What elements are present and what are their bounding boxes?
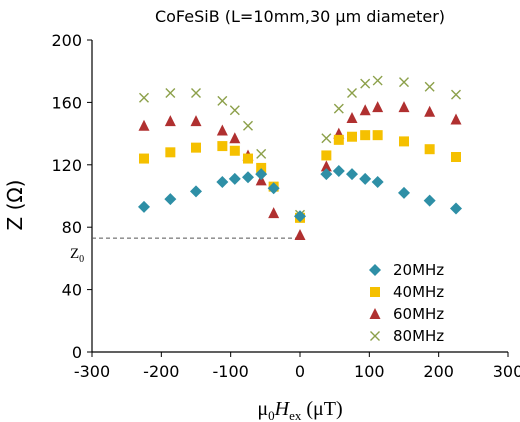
- y-axis-label: Z (Ω): [3, 180, 27, 231]
- data-point-20mhz: [164, 193, 177, 206]
- legend-label-20mhz: 20MHz: [393, 261, 444, 279]
- data-point-20mhz: [450, 202, 462, 215]
- legend-marker-20mhz: [369, 264, 381, 276]
- data-point-80mhz: [372, 75, 383, 86]
- data-point-60mhz: [359, 104, 371, 116]
- data-point-80mhz: [360, 78, 371, 89]
- data-point-20mhz: [359, 172, 372, 185]
- data-point-20mhz: [294, 210, 306, 223]
- y-tick-label: 200: [51, 31, 82, 50]
- data-point-80mhz: [333, 103, 344, 114]
- x-tick-label: -100: [213, 362, 249, 381]
- data-point-40mhz: [243, 153, 253, 164]
- legend: 20MHz 40MHz 60MHz 80MHz: [369, 261, 444, 345]
- legend-label-80mhz: 80MHz: [393, 327, 444, 345]
- data-point-80mhz: [139, 92, 149, 103]
- x-tick-label: -200: [143, 362, 179, 381]
- chart-title: CoFeSiB (L=10mm,30 μm diameter): [155, 7, 445, 26]
- x-axis-label-subex: ex: [289, 408, 302, 422]
- data-point-80mhz: [243, 120, 253, 131]
- data-point-40mhz: [217, 141, 228, 152]
- x-axis-label-unit: (μT): [301, 398, 342, 420]
- data-point-40mhz: [399, 136, 409, 147]
- x-tick-label: 300: [493, 362, 520, 381]
- data-point-20mhz: [190, 185, 202, 198]
- z0-label: Z0: [70, 246, 84, 265]
- x-axis-label-h: H: [274, 398, 291, 420]
- data-point-40mhz: [321, 150, 332, 161]
- data-point-20mhz: [320, 168, 333, 181]
- data-point-60mhz: [372, 101, 384, 113]
- data-point-60mhz: [138, 119, 150, 131]
- data-point-40mhz: [451, 152, 461, 162]
- data-point-40mhz: [360, 130, 371, 141]
- x-axis-label: μ0Hex (μT): [257, 398, 342, 422]
- y-tick-label: 80: [62, 218, 82, 237]
- data-point-80mhz: [399, 77, 409, 88]
- data-point-20mhz: [138, 200, 150, 213]
- data-point-80mhz: [191, 88, 201, 99]
- x-tick-label: 0: [295, 362, 305, 381]
- data-point-60mhz: [320, 160, 332, 172]
- data-point-20mhz: [228, 172, 241, 185]
- data-point-20mhz: [242, 171, 254, 184]
- legend-marker-60mhz: [369, 308, 381, 319]
- y-tick-label: 160: [51, 93, 82, 112]
- data-point-20mhz: [371, 175, 384, 188]
- data-point-20mhz: [216, 175, 229, 188]
- x-tick-label: 100: [354, 362, 385, 381]
- data-point-20mhz: [398, 186, 410, 199]
- data-point-20mhz: [255, 168, 268, 181]
- data-point-60mhz: [450, 113, 462, 125]
- data-point-60mhz: [268, 207, 280, 219]
- x-tick-label: -300: [74, 362, 110, 381]
- data-point-20mhz: [423, 194, 436, 207]
- data-point-20mhz: [267, 182, 280, 195]
- y-tick-label: 120: [51, 156, 82, 175]
- data-point-60mhz: [398, 101, 410, 113]
- data-point-60mhz: [424, 105, 436, 117]
- data-point-80mhz: [451, 89, 461, 100]
- data-point-60mhz: [346, 112, 358, 123]
- data-point-80mhz: [347, 88, 357, 99]
- data-point-40mhz: [229, 145, 240, 156]
- data-point-40mhz: [424, 144, 435, 155]
- data-point-60mhz: [216, 124, 228, 136]
- data-point-80mhz: [424, 81, 435, 92]
- data-point-40mhz: [372, 130, 383, 141]
- axis-ticks: -300 -200 -100 0 100 200 300 0 40 80 120 160 200: [51, 31, 520, 381]
- y-tick-label: 40: [62, 281, 82, 300]
- legend-label-60mhz: 60MHz: [393, 305, 444, 323]
- legend-marker-40mhz: [370, 287, 380, 297]
- data-point-80mhz: [229, 105, 240, 116]
- data-point-40mhz: [333, 134, 344, 145]
- data-point-40mhz: [191, 142, 201, 153]
- data-point-60mhz: [294, 229, 306, 240]
- data-point-80mhz: [165, 88, 176, 99]
- data-point-80mhz: [217, 95, 228, 106]
- x-tick-label: 200: [423, 362, 454, 381]
- data-point-80mhz: [256, 148, 267, 159]
- z0-label-main: Z: [70, 246, 79, 262]
- data-point-40mhz: [347, 131, 357, 142]
- x-axis-label-sub0: 0: [268, 408, 275, 422]
- data-point-20mhz: [346, 168, 358, 181]
- data-point-60mhz: [164, 115, 176, 127]
- x-axis-label-mu: μ: [257, 398, 268, 420]
- data-point-40mhz: [139, 153, 149, 164]
- legend-marker-80mhz: [370, 331, 380, 341]
- data-points: [138, 75, 462, 240]
- data-point-40mhz: [165, 147, 176, 158]
- data-point-80mhz: [321, 133, 332, 144]
- z0-label-sub: 0: [79, 254, 84, 265]
- data-point-20mhz: [332, 165, 345, 178]
- y-tick-label: 0: [72, 343, 82, 362]
- data-point-60mhz: [190, 115, 202, 127]
- data-point-40mhz: [256, 162, 267, 173]
- legend-label-40mhz: 40MHz: [393, 283, 444, 301]
- data-point-60mhz: [229, 132, 241, 144]
